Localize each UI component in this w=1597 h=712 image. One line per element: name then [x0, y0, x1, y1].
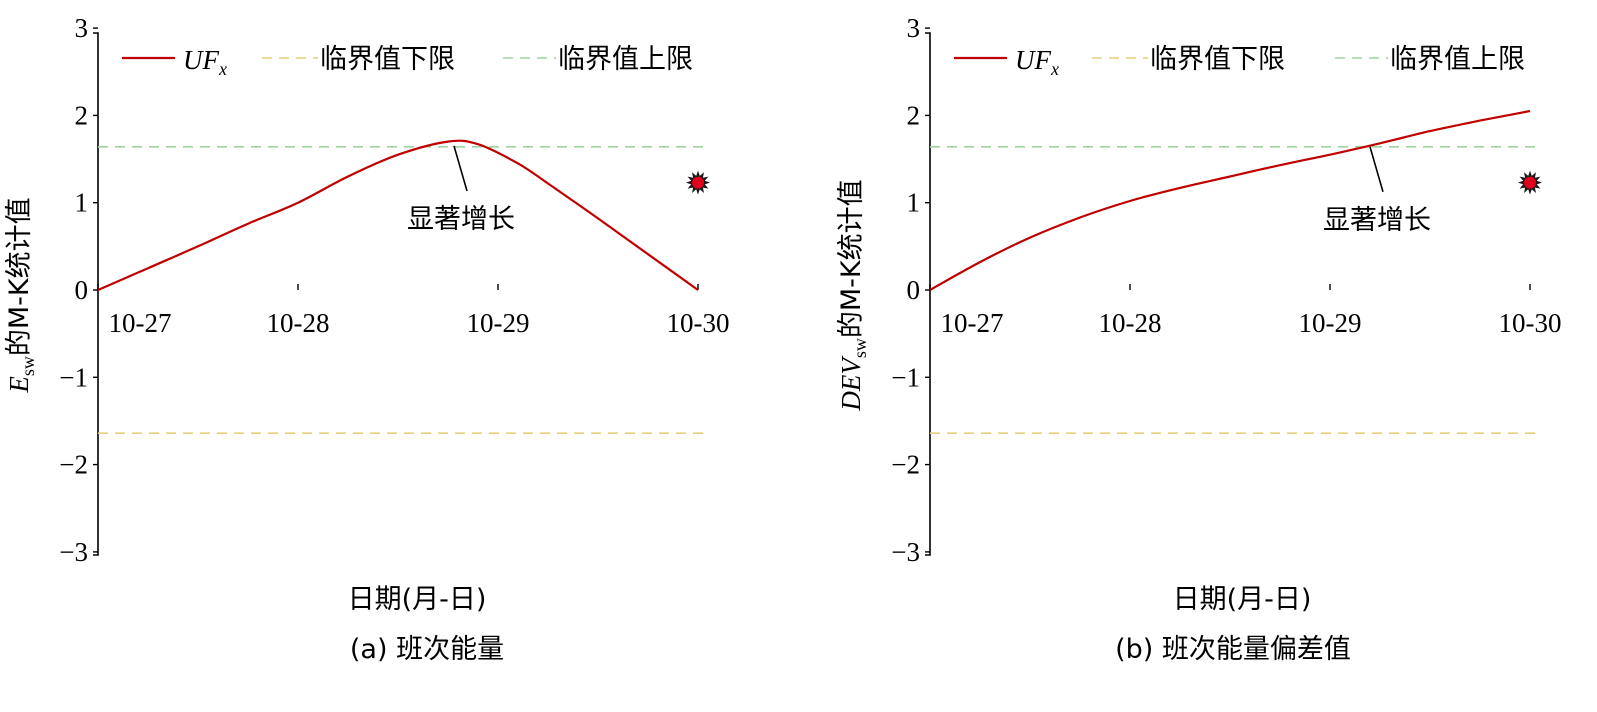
caption-b: (b) 班次能量偏差值 — [1115, 634, 1351, 665]
y-tick-label: 3 — [907, 13, 921, 43]
caption-a: (a) 班次能量 — [350, 634, 504, 665]
x-tick-label: 10-28 — [267, 308, 330, 338]
legend-label-uf: UFx — [183, 45, 227, 79]
marker-point — [692, 176, 704, 189]
y-axis-title-a: Esw的M-K统计值 — [4, 197, 38, 393]
legend: UFx 临界值下限 临界值上限 — [954, 44, 1525, 79]
y-tick-label: 0 — [907, 275, 921, 305]
legend-label-upper: 临界值上限 — [558, 44, 693, 75]
x-tick-label: 10-27 — [109, 308, 172, 338]
y-tick-label: −3 — [891, 537, 920, 567]
x-tick-label: 10-27 — [941, 308, 1004, 338]
y-tick-label: −2 — [891, 450, 920, 480]
annotation-leader — [1369, 146, 1384, 193]
y-tick-label: 1 — [75, 188, 89, 218]
annotation-leader — [453, 145, 468, 192]
y-tick-label: 2 — [907, 100, 921, 130]
panel-b: −3 −2 −1 0 1 2 3 10-27 10-28 10-29 10-30 显著增长 UFx… — [836, 13, 1562, 665]
y-tick-label: 1 — [907, 188, 921, 218]
legend: UFx 临界值下限 临界值上限 — [122, 44, 693, 79]
x-tick-label: 10-29 — [467, 308, 530, 338]
y-tick-label: 3 — [75, 13, 89, 43]
annotation-significant-growth: 显著增长 — [1323, 205, 1431, 236]
y-tick-label: −1 — [891, 362, 920, 392]
x-axis-title-b: 日期(月-日) — [1173, 584, 1312, 615]
y-axis-title-b: DEVsw的M-K统计值 — [836, 179, 870, 411]
y-tick-label: 0 — [75, 275, 89, 305]
axis-frame-b — [925, 32, 931, 556]
x-tick-label: 10-29 — [1299, 308, 1362, 338]
legend-label-upper: 临界值上限 — [1390, 44, 1525, 75]
x-axis-title-a: 日期(月-日) — [348, 584, 487, 615]
x-tick-label: 10-28 — [1099, 308, 1162, 338]
y-tick-label: −1 — [59, 362, 88, 392]
legend-label-lower: 临界值下限 — [1150, 44, 1285, 75]
x-tick-label: 10-30 — [667, 308, 730, 338]
annotation-significant-growth: 显著增长 — [407, 204, 515, 235]
series-line-uf — [929, 109, 1531, 291]
marker-point — [1524, 176, 1536, 189]
y-tick-label: 2 — [75, 100, 89, 130]
axis-frame-a — [93, 32, 99, 556]
series-line-uf — [97, 139, 699, 292]
x-tick-label: 10-30 — [1499, 308, 1562, 338]
legend-label-uf: UFx — [1015, 45, 1059, 79]
legend-label-lower: 临界值下限 — [320, 44, 455, 75]
panel-a: −3 −2 −1 0 1 2 3 10-27 10-28 10-29 10-30 显著增长 UFx… — [4, 13, 730, 665]
y-tick-label: −2 — [59, 450, 88, 480]
y-tick-label: −3 — [59, 537, 88, 567]
